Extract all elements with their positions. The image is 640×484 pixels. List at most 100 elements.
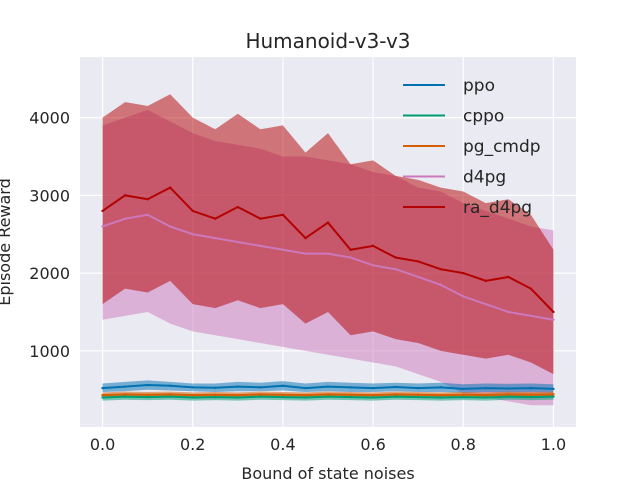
point-ra-d4pg (214, 217, 217, 220)
point-d4pg (507, 310, 510, 314)
point-ppo (349, 386, 352, 389)
point-ppo (259, 386, 262, 389)
point-d4pg (326, 252, 330, 255)
series-lines (101, 186, 555, 399)
point-cppo (484, 396, 488, 399)
point-d4pg (101, 225, 104, 228)
legend-label-d4pg: d4pg (463, 168, 506, 188)
point-ra-d4pg (371, 244, 375, 248)
point-d4pg (281, 248, 285, 251)
point-cppo (281, 395, 285, 399)
point-pg-cmdp (552, 393, 555, 396)
point-ra-d4pg (462, 271, 465, 275)
point-d4pg (236, 240, 240, 244)
y-tick-label: 2000 (29, 264, 70, 283)
point-pg-cmdp (304, 393, 307, 397)
point-cppo (371, 396, 375, 399)
point-ra-d4pg (439, 268, 442, 271)
point-cppo (146, 395, 149, 399)
point-ppo (462, 387, 465, 391)
point-cppo (191, 396, 194, 399)
point-ppo (529, 386, 533, 390)
y-tick-label: 1000 (29, 342, 70, 361)
point-cppo (394, 395, 397, 398)
point-pg-cmdp (214, 393, 217, 396)
x-tick-label: 1.0 (541, 435, 566, 454)
point-d4pg (259, 244, 262, 248)
point-d4pg (123, 217, 127, 220)
point-pg-cmdp (371, 393, 375, 397)
point-pg-cmdp (529, 393, 533, 396)
point-cppo (259, 395, 262, 398)
point-ra-d4pg (326, 221, 330, 224)
point-cppo (214, 395, 217, 399)
legend: ppo cppo pg_cmdp d4pg ra_d4pg (403, 76, 541, 218)
point-ppo (416, 386, 420, 390)
point-pg-cmdp (439, 393, 442, 397)
point-ra-d4pg (236, 205, 240, 209)
point-cppo (326, 395, 330, 398)
point-d4pg (462, 295, 465, 298)
x-axis-label: Bound of state noises (241, 464, 414, 480)
point-cppo (304, 396, 307, 399)
point-pg-cmdp (259, 393, 262, 396)
point-ra-d4pg (416, 260, 420, 263)
point-d4pg (394, 268, 397, 271)
point-ppo (236, 385, 240, 388)
point-ra-d4pg (281, 213, 285, 216)
point-ra-d4pg (529, 287, 533, 290)
chart-title: Humanoid-v3-v3 (245, 29, 410, 53)
point-ppo (439, 386, 442, 389)
point-pg-cmdp (507, 393, 510, 396)
x-tick-label: 0.2 (180, 435, 205, 454)
point-pg-cmdp (326, 393, 330, 396)
point-d4pg (304, 252, 307, 255)
point-ra-d4pg (484, 279, 488, 283)
point-pg-cmdp (462, 393, 465, 396)
point-pg-cmdp (191, 393, 194, 397)
point-pg-cmdp (146, 393, 149, 396)
point-cppo (168, 395, 172, 398)
point-d4pg (439, 283, 442, 286)
legend-label-ra-d4pg: ra_d4pg (463, 198, 532, 218)
point-pg-cmdp (394, 393, 397, 396)
point-ppo (304, 386, 307, 390)
legend-label-ppo: ppo (463, 76, 495, 96)
point-d4pg (349, 256, 352, 259)
point-ppo (552, 387, 555, 391)
point-pg-cmdp (484, 393, 488, 397)
point-ppo (214, 386, 217, 389)
point-ra-d4pg (304, 236, 307, 240)
point-cppo (123, 395, 127, 398)
point-cppo (439, 396, 442, 399)
legend-label-cppo: cppo (463, 107, 504, 127)
point-ra-d4pg (259, 217, 262, 220)
point-cppo (349, 395, 352, 399)
point-ppo (371, 386, 375, 390)
point-d4pg (146, 213, 149, 216)
point-pg-cmdp (349, 393, 352, 396)
y-tick-label: 3000 (29, 186, 70, 205)
point-cppo (416, 395, 420, 399)
point-ra-d4pg (101, 209, 104, 213)
point-pg-cmdp (236, 393, 240, 397)
point-d4pg (529, 314, 533, 318)
x-tick-label: 0.8 (451, 435, 476, 454)
point-cppo (552, 395, 555, 398)
point-pg-cmdp (281, 393, 285, 396)
point-ppo (507, 387, 510, 390)
point-d4pg (214, 236, 217, 240)
point-d4pg (191, 233, 194, 236)
point-d4pg (371, 264, 375, 267)
point-ppo (326, 385, 330, 388)
x-tick-label: 0.0 (90, 435, 115, 454)
point-ra-d4pg (394, 256, 397, 259)
point-pg-cmdp (168, 393, 172, 396)
point-pg-cmdp (101, 393, 104, 397)
point-ra-d4pg (552, 310, 555, 314)
y-tick-labels: 1000 2000 3000 4000 (29, 109, 70, 361)
point-cppo (462, 395, 465, 399)
point-d4pg (416, 275, 420, 279)
point-d4pg (552, 318, 555, 321)
